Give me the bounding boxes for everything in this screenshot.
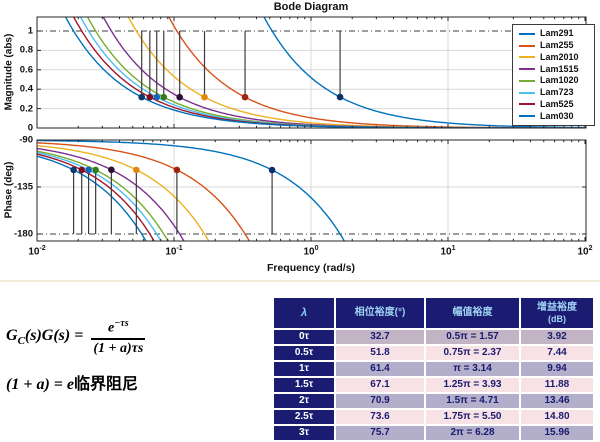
phase-margin-marker-Lam2010 [133,166,140,174]
chart-title: Bode Diagram [273,1,349,13]
phase-curve-Lam291 [37,140,346,241]
legend-item-Lam030: Lam030 [519,111,592,122]
gain-margin-marker-Lam030 [138,93,145,101]
critical-damping-formula: (1 + a) = e临界阻尼 [6,375,139,393]
table-row: 3τ 75.7 2π = 6.28 15.96 [274,426,593,440]
section-divider [0,280,600,282]
legend-line-sample [519,115,535,118]
magnitude-tick-label: 1 [27,25,33,37]
legend-line-sample [519,103,535,106]
phase-tick-label: -135 [13,181,33,193]
legend-label: Lam723 [540,87,574,98]
phase-margin-marker-Lam723 [85,166,92,174]
magnitude-tick-label: 0.2 [19,103,33,115]
table-row: 0.5τ 51.8 0.75π = 2.37 7.44 [274,346,593,360]
formula-lhs: GC(s)G(s) = [6,327,84,348]
frequency-tick-label: 102 [577,245,593,258]
gain-margin-marker-Lam723 [153,93,161,101]
legend-line-sample [519,44,535,47]
phase-curve-Lam255 [37,142,251,241]
phase-margin-marker-Lam525 [78,166,86,174]
frequency-tick-label: 10-2 [28,245,46,258]
transfer-function-formula: GC(s)G(s) = e−τs (1 + a)τs [6,318,146,357]
margin-markers [70,93,344,174]
gain-margin-marker-Lam1020 [160,93,168,101]
gain-margin-marker-Lam1515 [176,93,183,101]
legend-line-sample [519,56,535,59]
header-phase-margin: 相位裕度(°) [336,298,424,328]
header-lambda: λ [274,298,334,328]
table-row: 2τ 70.9 1.5π = 4.71 13.46 [274,394,593,408]
magnitude-tick-label: 0.4 [19,83,33,95]
magnitude-tick-label: 0.6 [19,64,33,76]
axes [36,16,587,242]
legend-label: Lam291 [540,28,574,39]
legend-label: Lam255 [540,40,574,51]
legend-item-Lam1020: Lam1020 [519,75,592,86]
legend-item-Lam723: Lam723 [519,87,592,98]
formula-block: GC(s)G(s) = e−τs (1 + a)τs (1 + a) = e临界… [6,318,146,394]
phase-tick-label: -90 [19,134,33,146]
phase-margin-marker-Lam291 [268,166,276,174]
frequency-axis-label: Frequency (rad/s) [266,262,356,274]
gain-margin-marker-Lam2010 [201,93,208,101]
legend-item-Lam1515: Lam1515 [519,64,592,75]
legend-label: Lam1515 [540,63,579,74]
legend: Lam291 Lam255 Lam2010 Lam1515 Lam1020 Lam723 L… [512,24,595,126]
table-row: 0τ 32.7 0.5π = 1.57 3.92 [274,330,593,344]
gain-margin-marker-Lam255 [241,93,249,101]
legend-item-Lam291: Lam291 [519,28,592,39]
phase-margin-marker-Lam1515 [108,166,115,174]
gain-margin-marker-Lam525 [146,93,154,101]
margin-stems [73,31,341,234]
phase-curve-Lam1020 [37,150,169,241]
reference-lines [37,30,586,235]
table-header-row: λ 相位裕度(°) 幅值裕度 增益裕度 (dB) [274,298,593,328]
legend-line-sample [519,32,535,35]
gain-margin-marker-Lam291 [336,93,344,101]
frequency-tick-label: 100 [303,245,319,258]
phase-margin-marker-Lam030 [70,166,77,174]
legend-line-sample [519,68,535,71]
phase-margin-marker-Lam1020 [92,166,99,174]
table-row: 1.5τ 67.1 1.25π = 3.93 11.88 [274,378,593,392]
phase-curve-Lam2010 [37,144,210,241]
header-gain-margin: 增益裕度 (dB) [521,298,593,328]
phase-tick-label: -180 [13,228,33,240]
legend-item-Lam2010: Lam2010 [519,52,592,63]
phase-curve-Lam723 [37,151,162,241]
legend-label: Lam2010 [540,51,579,62]
table-row: 2.5τ 73.6 1.75π = 5.50 14.80 [274,410,593,424]
bode-figure: Bode Diagram Magnitude (abs) Phase (deg)… [3,1,595,274]
legend-label: Lam030 [540,110,574,121]
phase-curve-Lam525 [37,153,155,241]
legend-item-Lam255: Lam255 [519,40,592,51]
margin-table: λ 相位裕度(°) 幅值裕度 增益裕度 (dB) 0τ 32.7 0.5π = 1… [272,296,595,442]
legend-label: Lam1020 [540,75,579,86]
magnitude-tick-label: 0 [27,122,33,134]
table-row: 1τ 61.4 π = 3.14 9.94 [274,362,593,376]
legend-label: Lam525 [540,98,574,109]
fraction-bar [91,337,146,340]
header-amplitude-margin: 幅值裕度 [426,298,519,328]
formula-numerator: e−τs [108,318,129,336]
frequency-tick-label: 101 [440,245,456,258]
phase-curve-Lam030 [37,155,147,241]
gridlines [37,17,586,241]
legend-line-sample [519,91,535,94]
bode-plot-svg [36,16,587,242]
legend-item-Lam525: Lam525 [519,99,592,110]
magnitude-tick-label: 0.8 [19,44,33,56]
phase-margin-marker-Lam255 [173,166,181,174]
formula-denominator: (1 + a)τs [93,340,144,356]
legend-line-sample [519,79,535,82]
formula-fraction: e−τs (1 + a)τs [91,318,146,357]
frequency-tick-label: 10-1 [165,245,183,258]
